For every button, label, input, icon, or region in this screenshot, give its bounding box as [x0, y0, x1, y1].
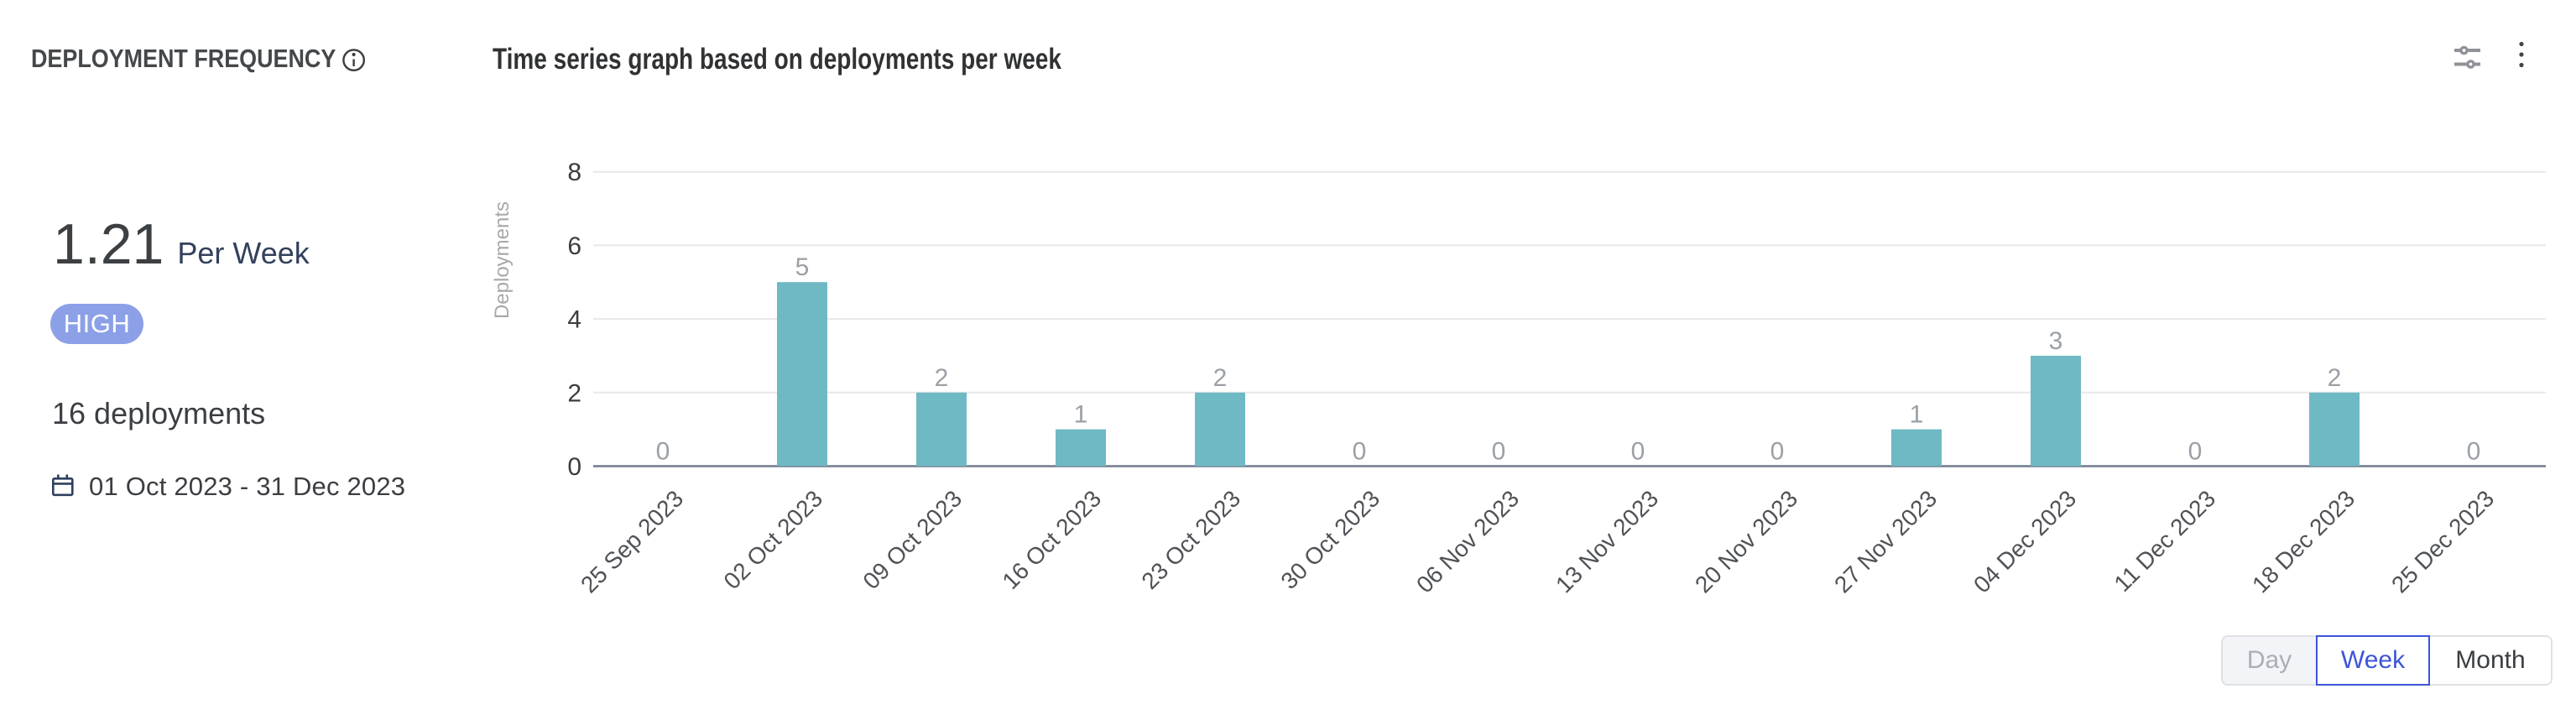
svg-text:20 Nov 2023: 20 Nov 2023 — [1690, 485, 1802, 597]
svg-text:0: 0 — [1770, 438, 1785, 466]
svg-text:11 Dec 2023: 11 Dec 2023 — [2109, 485, 2221, 597]
svg-text:25 Dec 2023: 25 Dec 2023 — [2386, 485, 2499, 597]
svg-text:0: 0 — [656, 438, 670, 466]
svg-text:0: 0 — [1492, 438, 1506, 466]
svg-text:18 Dec 2023: 18 Dec 2023 — [2247, 485, 2360, 597]
svg-text:0: 0 — [567, 453, 581, 481]
svg-text:2: 2 — [567, 379, 581, 407]
svg-text:06 Nov 2023: 06 Nov 2023 — [1411, 485, 1524, 597]
svg-text:27 Nov 2023: 27 Nov 2023 — [1829, 485, 1942, 597]
svg-text:6: 6 — [567, 232, 581, 260]
svg-text:2: 2 — [935, 364, 949, 392]
svg-text:09 Oct 2023: 09 Oct 2023 — [858, 485, 967, 594]
svg-text:1: 1 — [1074, 401, 1088, 429]
svg-text:3: 3 — [2049, 327, 2063, 355]
svg-text:0: 0 — [2467, 438, 2481, 466]
svg-text:8: 8 — [567, 159, 581, 186]
svg-text:0: 0 — [1353, 438, 1367, 466]
svg-text:25 Sep 2023: 25 Sep 2023 — [576, 485, 688, 597]
svg-text:4: 4 — [567, 306, 581, 334]
svg-text:2: 2 — [1213, 364, 1228, 392]
svg-text:13 Nov 2023: 13 Nov 2023 — [1551, 485, 1663, 597]
svg-text:1: 1 — [1910, 401, 1924, 429]
svg-text:5: 5 — [795, 253, 810, 281]
svg-text:2: 2 — [2328, 364, 2342, 392]
svg-text:23 Oct 2023: 23 Oct 2023 — [1136, 485, 1245, 594]
svg-text:0: 0 — [1631, 438, 1645, 466]
svg-text:Deployments: Deployments — [491, 201, 514, 319]
svg-text:02 Oct 2023: 02 Oct 2023 — [718, 485, 827, 594]
svg-text:30 Oct 2023: 30 Oct 2023 — [1275, 485, 1384, 594]
svg-text:16 Oct 2023: 16 Oct 2023 — [997, 485, 1106, 594]
svg-text:0: 0 — [2188, 438, 2203, 466]
svg-text:04 Dec 2023: 04 Dec 2023 — [1969, 485, 2081, 597]
